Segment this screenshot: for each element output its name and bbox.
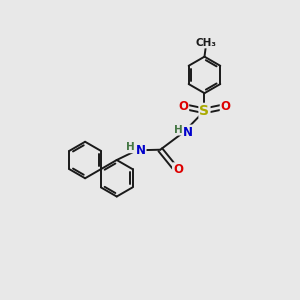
Text: O: O [221, 100, 231, 113]
Text: O: O [173, 163, 183, 176]
Text: O: O [178, 100, 188, 113]
Text: H: H [127, 142, 135, 152]
Text: S: S [200, 104, 209, 118]
Text: CH₃: CH₃ [195, 38, 216, 47]
Text: N: N [183, 125, 193, 139]
Text: H: H [174, 125, 182, 135]
Text: N: N [136, 144, 146, 157]
